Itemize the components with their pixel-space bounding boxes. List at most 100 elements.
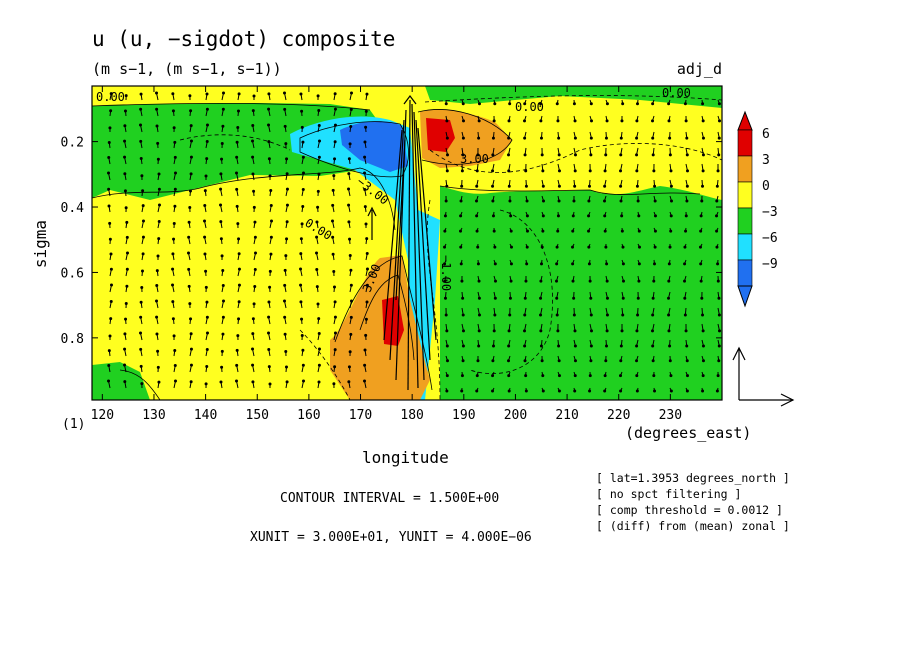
wind-vector-head	[107, 349, 111, 353]
wind-vector-head	[715, 389, 719, 393]
wind-vector-head	[444, 199, 448, 203]
wind-vector-head	[589, 359, 593, 363]
wind-vector-head	[653, 199, 657, 203]
wind-vector-head	[299, 267, 303, 271]
colorbar-swatch	[737, 259, 753, 287]
wind-vector-head	[301, 140, 305, 144]
wind-vector-head	[331, 235, 335, 239]
wind-vector-head	[619, 359, 623, 363]
wind-vector-head	[605, 119, 609, 123]
wind-vector-head	[572, 313, 576, 317]
wind-vector-head	[203, 219, 207, 223]
wind-vector-head	[365, 283, 369, 287]
wind-vector-head	[507, 119, 511, 123]
wind-vector-head	[139, 139, 143, 143]
wind-vector-head	[235, 204, 239, 208]
wind-vector-head	[524, 374, 528, 378]
wind-vector-head	[651, 136, 655, 140]
wind-vector-head	[205, 107, 209, 111]
note-line: [ no spct filtering ]	[596, 487, 741, 501]
wind-vector-head	[108, 237, 112, 241]
wind-vector-head	[252, 302, 256, 306]
wind-vector-head	[555, 262, 559, 266]
wind-vector-head	[589, 119, 593, 123]
wind-vector-head	[173, 140, 177, 144]
wind-vector-head	[653, 229, 657, 233]
wind-vector-head	[363, 140, 367, 144]
wind-vector-head	[573, 329, 577, 333]
wind-vector-head	[459, 214, 463, 218]
wind-vector-head	[173, 348, 177, 352]
wind-vector-head	[317, 347, 321, 351]
colorbar-label: 3	[762, 153, 770, 168]
wind-vector-head	[220, 254, 224, 258]
wind-vector-head	[301, 171, 305, 175]
wind-vector-head	[459, 262, 463, 266]
wind-vector-head	[701, 153, 705, 157]
wind-vector-head	[541, 389, 545, 393]
wind-vector-head	[507, 136, 511, 140]
wind-vector-head	[155, 299, 159, 303]
wind-vector-head	[635, 329, 639, 333]
wind-vector-head	[285, 220, 289, 224]
wind-vector-head	[669, 389, 673, 393]
wind-vector-head	[347, 157, 351, 161]
wind-vector-head	[333, 300, 337, 304]
wind-vector-head	[539, 102, 543, 106]
wind-vector-head	[460, 169, 464, 173]
wind-vector-head	[573, 389, 577, 393]
wind-vector-head	[349, 283, 353, 287]
wind-vector-head	[315, 220, 319, 224]
wind-vector-head	[188, 189, 192, 193]
wind-vector-head	[619, 344, 623, 348]
wind-vector-head	[653, 214, 657, 218]
wind-vector-head	[187, 251, 191, 255]
wind-vector-head	[284, 254, 288, 258]
wind-vector-head	[555, 102, 559, 106]
wind-vector-head	[171, 283, 175, 287]
wind-vector-head	[109, 252, 113, 256]
wind-vector-head	[477, 279, 481, 283]
wind-vector-head	[475, 169, 479, 173]
wind-vector-head	[315, 285, 319, 289]
wind-vector-head	[283, 299, 287, 303]
wind-vector-head	[557, 344, 561, 348]
wind-vector-head	[316, 94, 320, 98]
wind-vector-head	[301, 155, 305, 159]
wind-vector-head	[171, 252, 175, 256]
wind-vector-head	[604, 359, 608, 363]
wind-vector-head	[443, 279, 447, 283]
wind-vector-head	[507, 329, 511, 333]
wind-vector-head	[171, 267, 175, 271]
wind-vector-head	[523, 329, 527, 333]
wind-vector-head	[139, 347, 143, 351]
wind-vector-head	[205, 92, 209, 96]
x-tick-label: 220	[607, 408, 630, 423]
wind-vector-head	[317, 317, 321, 321]
wind-vector-head	[283, 268, 287, 272]
wind-vector-head	[235, 348, 239, 352]
wind-vector-head	[365, 237, 369, 241]
wind-vector-head	[251, 124, 255, 128]
y-tick-label: 0.6	[61, 266, 84, 281]
wind-vector-head	[653, 184, 657, 188]
wind-vector-head	[235, 379, 239, 383]
wind-vector-head	[541, 199, 545, 203]
wind-vector-head	[541, 184, 545, 188]
wind-vector-head	[141, 235, 145, 239]
wind-vector-head	[653, 262, 657, 266]
wind-vector-head	[251, 317, 255, 321]
colorbar-label: −6	[762, 231, 778, 246]
wind-vector-head	[667, 102, 671, 106]
wind-vector-head	[557, 374, 561, 378]
y-tick-label: 0.4	[61, 201, 85, 216]
wind-vector-head	[461, 359, 465, 363]
wind-vector-head	[459, 199, 463, 203]
wind-vector-head	[139, 123, 143, 127]
wind-vector-head	[637, 262, 641, 266]
wind-vector-head	[491, 184, 495, 188]
wind-vector-head	[573, 169, 577, 173]
wind-vector-head	[139, 92, 143, 96]
wind-vector-head	[477, 344, 481, 348]
wind-vector-head	[125, 284, 129, 288]
